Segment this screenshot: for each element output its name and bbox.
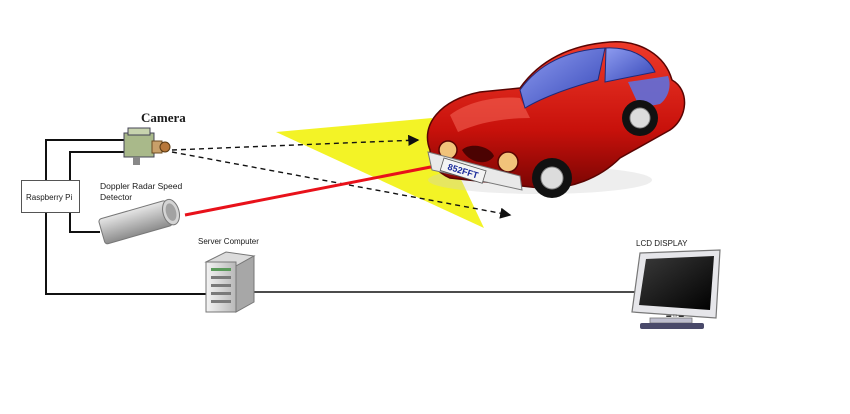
raspberry-pi-box [21, 180, 80, 213]
radar-beam [184, 162, 447, 217]
server-computer [204, 251, 256, 313]
car-illustration: 852FFT [426, 41, 686, 198]
server-label: Server Computer [198, 237, 259, 246]
wire-pi-to-camera [69, 151, 128, 180]
camera-device [123, 127, 171, 165]
lcd-display: ▬ ▭ ▬ [631, 249, 721, 329]
license-plate [439, 157, 487, 184]
wire-pi-to-radar [69, 213, 100, 233]
raspberry-pi-label: Raspberry Pi [26, 193, 73, 202]
wire-pi-to-server [45, 213, 212, 295]
lcd-label: LCD DISPLAY [636, 239, 688, 248]
radar-label: Doppler Radar Speed Detector [100, 181, 183, 202]
camera-label: Camera [141, 110, 186, 125]
wire-pi-to-camera-top [45, 139, 128, 180]
doppler-radar-device [98, 198, 181, 245]
wiring [45, 139, 642, 295]
svg-text:▬ ▭ ▬: ▬ ▭ ▬ [666, 313, 684, 319]
